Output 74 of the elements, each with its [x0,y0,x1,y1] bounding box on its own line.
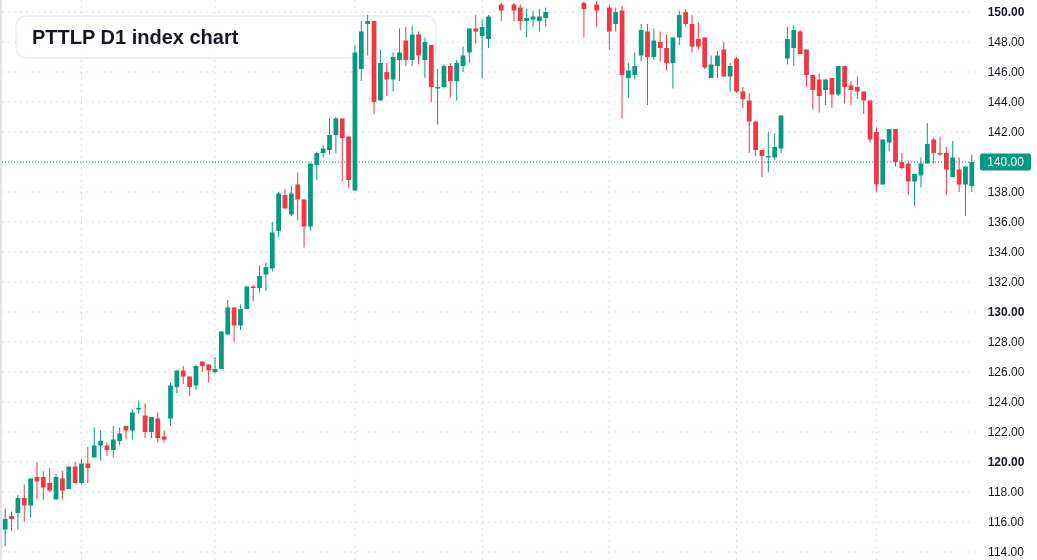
candlestick [467,28,472,64]
y-tick-label: 116.00 [988,515,1025,530]
candlestick [905,160,911,196]
y-tick-label: 144.00 [987,95,1025,110]
candlestick [60,470,65,500]
candlestick [473,14,479,44]
y-tick-label: 138.00 [987,185,1025,200]
candlestick [517,4,523,31]
y-tick-label: 140.00 [987,155,1025,170]
y-tick-label: 124.00 [987,395,1025,410]
y-tick-label: 142.00 [987,125,1025,140]
candlestick [403,26,409,67]
text: PTTLP D1 index chart [32,26,239,48]
candlestick [288,185,294,217]
y-tick-label: 128.00 [987,335,1025,350]
candlestick [365,14,371,56]
y-tick-label: 132.00 [987,275,1025,290]
candlestick [810,74,816,110]
candlestick [123,425,129,440]
y-tick-label: 150.00 [987,5,1025,20]
candlestick [397,28,402,82]
candlestick [34,461,40,500]
y-tick-label: 126.00 [987,365,1025,380]
candlestick [937,136,943,157]
candlestick [676,10,682,46]
y-tick-label: 146.00 [987,65,1025,80]
candlestick [842,65,848,104]
candlestick [613,7,619,32]
candlestick [594,1,599,28]
candlestick [2,508,8,547]
candlestick [435,68,441,125]
candlestick [21,484,27,523]
candlestick [454,59,460,101]
y-tick-label: 136.00 [987,215,1025,230]
candlestick [98,430,103,461]
candlestick [651,28,657,61]
candlestick [886,128,892,152]
candlestick [155,412,161,443]
candlestick [657,31,663,62]
candlestick [91,427,97,458]
y-tick-label: 130.00 [987,305,1025,320]
candlestick [899,152,905,170]
candlestick [912,173,917,206]
y-tick-label: 122.00 [987,425,1025,440]
candlestick [715,50,720,79]
candlestick [85,446,91,484]
y-tick-label: 118.00 [988,485,1025,500]
candlestick [740,86,746,109]
candlestick [416,31,421,65]
candlestick [727,62,733,92]
candlestick [129,409,135,440]
candlestick [9,511,14,532]
candlestick [854,76,860,100]
y-tick-label: 148.00 [987,35,1025,50]
y-tick-label: 114.00 [988,545,1025,560]
candlestick [746,92,752,154]
candlestick [524,8,530,38]
candlestick [333,116,339,154]
candlestick [931,137,937,164]
candlestick [447,62,453,98]
candlestick [606,4,612,50]
candlestick [384,62,390,97]
candlestick [823,79,828,106]
candlestick [149,416,154,439]
y-tick-label: 134.00 [987,245,1025,260]
candlestick [231,307,237,343]
y-tick-label: 120.00 [987,455,1025,470]
candlestick [257,265,262,293]
candlestick [295,172,301,221]
candlestick [79,458,84,485]
candlestick [944,146,949,196]
candlestick [664,34,669,71]
candlestick [816,73,822,113]
candlestick [238,304,243,331]
